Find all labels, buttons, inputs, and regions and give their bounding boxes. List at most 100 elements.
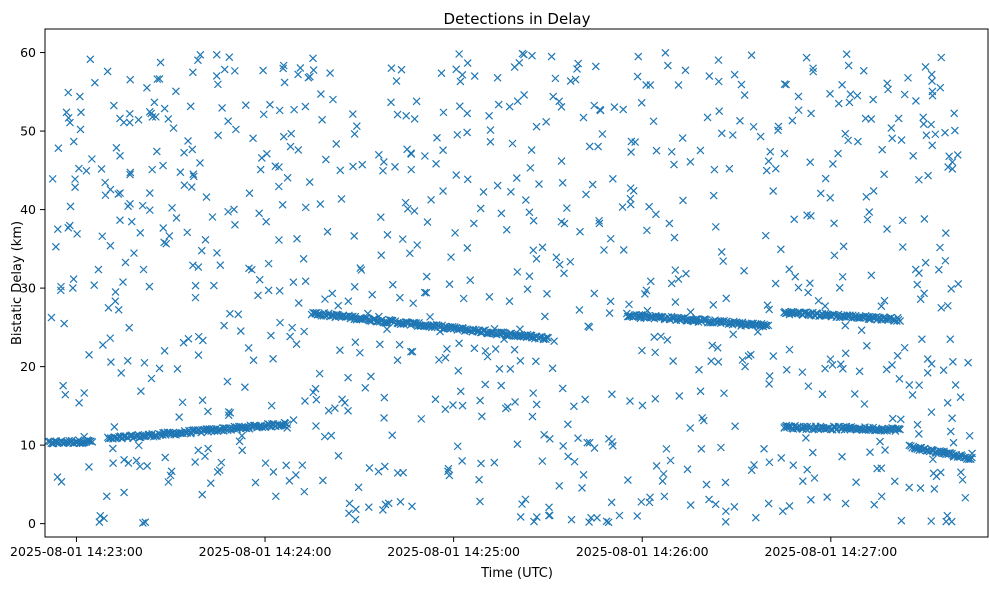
scatter-point — [941, 229, 950, 237]
scatter-point — [201, 235, 210, 244]
scatter-point — [298, 461, 307, 470]
scatter-point — [778, 507, 787, 516]
scatter-point — [155, 364, 164, 373]
scatter-point — [821, 302, 830, 310]
scatter-point — [420, 152, 429, 160]
scatter-point — [626, 397, 634, 405]
scatter-point — [366, 372, 375, 381]
y-tick-label: 0 — [28, 516, 36, 531]
scatter-point — [510, 63, 519, 71]
scatter-point — [100, 514, 108, 523]
scatter-point — [301, 203, 310, 212]
scatter-point — [785, 501, 794, 510]
scatter-point — [521, 196, 530, 205]
scatter-point — [64, 223, 73, 232]
scatter-point — [198, 396, 207, 405]
scatter-point — [881, 446, 890, 454]
scatter-point — [403, 145, 412, 154]
scatter-point — [466, 276, 475, 285]
scatter-point — [780, 80, 789, 89]
scatter-point — [463, 175, 472, 184]
scatter-point — [946, 335, 955, 344]
scatter-point — [900, 343, 909, 352]
scatter-point — [180, 181, 189, 190]
scatter-point — [165, 231, 174, 240]
scatter-point — [539, 335, 548, 344]
scatter-point — [549, 92, 558, 101]
scatter-point — [828, 160, 837, 168]
scatter-point — [646, 277, 655, 286]
scatter-point — [950, 126, 959, 135]
scatter-point — [127, 217, 136, 226]
scatter-point — [196, 50, 205, 59]
scatter-point — [114, 305, 123, 314]
scatter-point — [330, 404, 339, 413]
scatter-point — [357, 266, 366, 274]
scatter-point — [300, 327, 309, 336]
scatter-point — [550, 337, 559, 346]
scatter-point — [51, 242, 60, 251]
scatter-point — [535, 180, 543, 189]
scatter-point — [225, 53, 234, 62]
scatter-point — [920, 289, 929, 298]
x-axis: 2025-08-01 14:23:00 2025-08-01 14:24:00 20… — [10, 537, 897, 559]
scatter-point — [880, 170, 889, 179]
scatter-point — [455, 339, 463, 348]
scatter-point — [334, 301, 343, 310]
scatter-point — [301, 396, 309, 405]
scatter-point — [880, 296, 889, 305]
scatter-point — [145, 189, 154, 198]
scatter-point — [857, 326, 866, 335]
scatter-point — [937, 53, 946, 62]
scatter-point — [528, 412, 537, 421]
scatter-point — [869, 95, 878, 104]
scatter-point — [552, 253, 561, 262]
scatter-point — [557, 217, 566, 226]
scatter-point — [279, 61, 288, 70]
scatter-point — [393, 110, 402, 119]
scatter-point — [646, 493, 654, 502]
scatter-point — [255, 209, 264, 218]
scatter-point — [309, 388, 318, 397]
scatter-point — [838, 272, 847, 281]
scatter-point — [374, 312, 383, 321]
scatter-point — [53, 225, 62, 234]
scatter-point — [383, 230, 392, 239]
y-axis: 0 10 20 30 40 50 60 — [20, 45, 45, 531]
scatter-point — [818, 390, 827, 399]
scatter-point — [785, 345, 794, 354]
scatter-point — [125, 118, 134, 127]
scatter-point — [289, 278, 298, 287]
scatter-point — [928, 77, 936, 85]
scatter-point — [670, 233, 679, 242]
scatter-point — [285, 476, 294, 485]
scatter-point — [785, 265, 794, 274]
scatter-point — [728, 131, 737, 139]
scatter-point — [731, 422, 740, 431]
scatter-point — [888, 361, 896, 369]
scatter-point — [409, 318, 418, 327]
scatter-point — [637, 497, 646, 506]
scatter-point — [764, 499, 773, 508]
scatter-point — [531, 357, 540, 366]
scatter-point — [646, 81, 655, 90]
scatter-point — [106, 241, 115, 250]
scatter-point — [126, 168, 135, 177]
scatter-point — [936, 468, 945, 477]
scatter-point — [834, 99, 843, 108]
scatter-point — [470, 72, 479, 81]
scatter-point — [66, 202, 75, 211]
scatter-point — [120, 455, 129, 464]
scatter-point — [931, 130, 940, 139]
scatter-point — [188, 261, 197, 270]
scatter-point — [109, 459, 118, 468]
scatter-point — [529, 246, 538, 255]
scatter-point — [663, 61, 672, 70]
scatter-point — [287, 129, 296, 138]
scatter-point — [479, 188, 488, 196]
scatter-point — [806, 495, 815, 504]
scatter-point — [345, 509, 353, 518]
scatter-point — [898, 243, 907, 251]
scatter-point — [125, 109, 134, 118]
